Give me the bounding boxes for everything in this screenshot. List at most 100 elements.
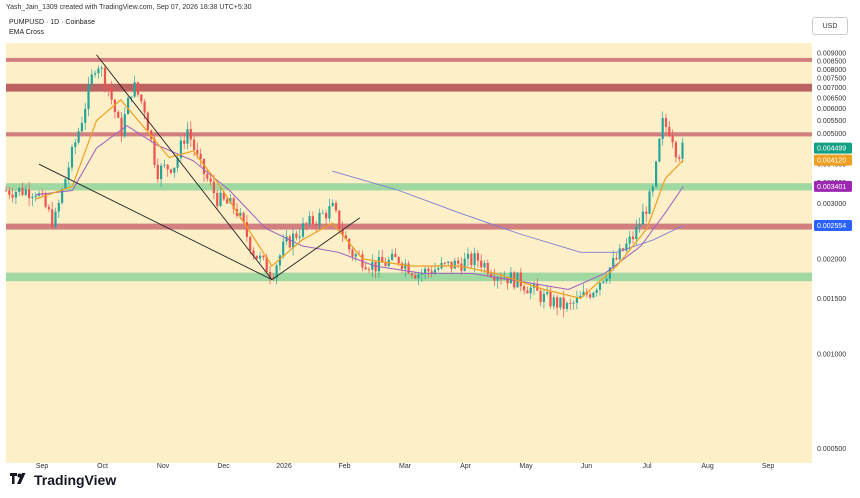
candle-body (529, 287, 532, 294)
candle-body (556, 297, 559, 308)
candle (206, 168, 209, 182)
candle (424, 265, 427, 280)
candle-body (645, 211, 648, 214)
candle (655, 160, 658, 189)
candle (651, 184, 654, 197)
candle-body (628, 236, 631, 244)
candle (64, 178, 67, 190)
candle-body (196, 149, 199, 154)
candle (163, 159, 166, 168)
candle (552, 294, 555, 310)
candle-body (123, 114, 126, 137)
candle-body (334, 202, 338, 211)
candle-body (206, 174, 209, 179)
x-tick-label: May (519, 463, 533, 470)
candle (77, 127, 80, 145)
candle (420, 268, 423, 283)
candle (97, 65, 100, 79)
zone-support-3 (6, 183, 812, 191)
candle (367, 266, 371, 274)
x-tick-label: Jun (581, 463, 592, 470)
candle (674, 140, 677, 163)
y-tick-label: 0.008000 (817, 67, 846, 74)
candle (275, 263, 278, 285)
candle (103, 64, 107, 93)
candle (470, 251, 473, 269)
candle (245, 215, 248, 242)
candle (136, 81, 140, 97)
candle (394, 248, 397, 258)
candle-body (143, 101, 146, 113)
candle-body (308, 216, 311, 225)
candle (450, 261, 453, 273)
currency-selector[interactable]: USD (812, 17, 848, 35)
candle (123, 107, 126, 139)
candle-body (113, 99, 116, 113)
candle (463, 252, 466, 272)
candle (216, 190, 219, 210)
candle (311, 211, 314, 229)
candle-body (183, 140, 186, 144)
candle-body (298, 236, 301, 238)
candle (4, 185, 8, 192)
candle (67, 162, 70, 185)
candle-body (51, 209, 54, 227)
candle (377, 250, 380, 278)
candle (110, 80, 113, 105)
candle-body (311, 216, 314, 224)
candle-body (57, 202, 60, 212)
candle-body (47, 206, 50, 210)
candle-body (549, 292, 552, 307)
candle (113, 98, 116, 119)
candle (84, 102, 87, 131)
candle-body (28, 189, 31, 199)
candle (668, 120, 671, 138)
candle-body (678, 157, 681, 159)
candle-body (562, 297, 565, 310)
candle (255, 255, 258, 260)
x-tick-label: Oct (97, 463, 108, 470)
x-tick-label: Sep (36, 463, 49, 470)
candle (212, 174, 215, 200)
y-tick-label: 0.002000 (817, 256, 846, 263)
candle-body (450, 261, 453, 269)
candle (133, 75, 136, 98)
candle-body (377, 256, 380, 272)
candle-body (4, 190, 8, 192)
indicator-label: EMA Cross (9, 29, 45, 36)
candle-body (249, 236, 252, 251)
candle (348, 237, 351, 254)
candle-body (285, 236, 288, 242)
candle (466, 247, 470, 267)
candle-body (146, 112, 149, 131)
candle-body (150, 130, 153, 140)
candle-body (44, 194, 47, 207)
candle (453, 258, 456, 269)
candle-body (655, 161, 658, 187)
candle-body (100, 67, 103, 69)
candle-body (77, 131, 80, 143)
candle (658, 137, 661, 163)
candle (18, 187, 21, 197)
price-tag-label: 0.004120 (817, 158, 846, 165)
candle (407, 260, 410, 275)
candle-body (664, 118, 668, 127)
candle-body (209, 178, 212, 182)
candle (140, 94, 143, 105)
candle-body (8, 190, 11, 195)
candle (11, 187, 14, 203)
candle-body (453, 260, 456, 269)
candle-body (136, 82, 140, 95)
candle (14, 189, 17, 205)
candle-body (94, 73, 97, 75)
candle-body (592, 292, 595, 298)
candle (298, 229, 301, 243)
candle-body (371, 261, 374, 270)
y-tick-label: 0.001000 (817, 351, 846, 358)
candle (615, 252, 618, 261)
candle (582, 283, 585, 297)
candle-body (212, 181, 215, 194)
candle-body (470, 253, 473, 265)
candle (559, 297, 562, 311)
